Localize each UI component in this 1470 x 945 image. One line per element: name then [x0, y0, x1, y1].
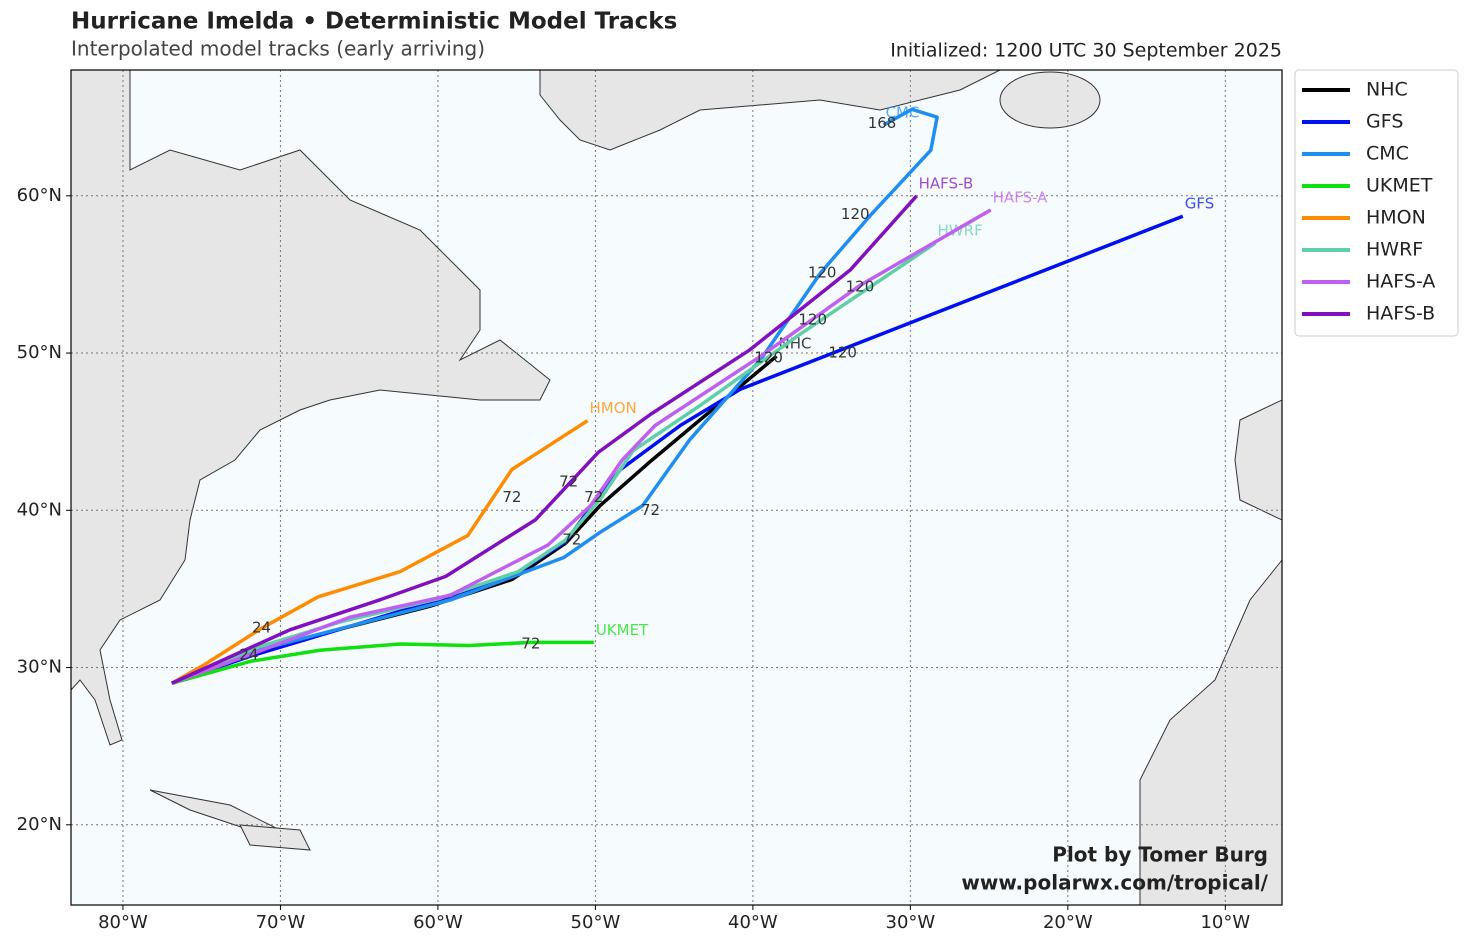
x-tick-label: 50°W — [571, 912, 621, 933]
forecast-hour: 72 — [502, 488, 521, 506]
forecast-hour: 24 — [252, 619, 271, 637]
track — [171, 107, 939, 685]
forecast-hour: 72 — [584, 488, 603, 506]
forecast-hour: 72 — [521, 634, 540, 652]
track — [171, 208, 992, 685]
x-tick-label: 60°W — [413, 912, 463, 933]
chart-title: Hurricane Imelda • Deterministic Model T… — [71, 9, 677, 35]
forecast-hour: 168 — [868, 114, 897, 132]
legend-label: NHC — [1366, 79, 1408, 101]
y-tick-label: 30°N — [17, 657, 62, 678]
credit: www.polarwx.com/tropical/ — [961, 871, 1268, 895]
track — [170, 419, 589, 685]
track-end-label: UKMET — [596, 621, 649, 639]
land — [71, 70, 1282, 905]
x-tick-label: 80°W — [98, 912, 148, 933]
track-end-label: HAFS-B — [919, 174, 974, 192]
forecast-hour: 120 — [798, 311, 827, 329]
y-tick-label: 20°N — [17, 814, 62, 835]
frame — [70, 69, 1283, 906]
legend-label: CMC — [1366, 143, 1409, 165]
x-tick-label: 40°W — [728, 912, 778, 933]
legend-label: HAFS-B — [1366, 303, 1435, 325]
forecast-hour: 120 — [828, 344, 857, 362]
forecast-hour: 24 — [239, 645, 258, 663]
init-time: Initialized: 1200 UTC 30 September 2025 — [890, 40, 1282, 62]
forecast-hour: 120 — [808, 263, 837, 281]
legend — [1294, 69, 1459, 337]
y-tick-label: 40°N — [17, 499, 62, 520]
forecast-hour: 72 — [641, 501, 660, 519]
track-end-label: GFS — [1185, 195, 1215, 213]
y-tick-label: 60°N — [17, 185, 62, 206]
x-tick-label: 20°W — [1043, 912, 1093, 933]
legend-label: HMON — [1366, 207, 1426, 229]
y-tick-label: 50°N — [17, 342, 62, 363]
legend-label: UKMET — [1366, 175, 1433, 197]
forecast-hour: 72 — [562, 531, 581, 549]
forecast-hour: 120 — [754, 348, 783, 366]
forecast-hour: 120 — [846, 278, 875, 296]
legend-label: HWRF — [1366, 239, 1423, 261]
x-tick-label: 70°W — [256, 912, 306, 933]
forecast-hour: 120 — [841, 205, 870, 223]
credit: Plot by Tomer Burg — [1052, 843, 1268, 867]
track — [171, 640, 594, 685]
track-end-label: HMON — [590, 399, 637, 417]
x-tick-label: 30°W — [886, 912, 936, 933]
track — [171, 194, 918, 685]
track-end-label: HAFS-A — [993, 188, 1049, 206]
track-end-label: CMC — [886, 104, 920, 122]
x-tick-label: 10°W — [1200, 912, 1250, 933]
chart-subtitle: Interpolated model tracks (early arrivin… — [71, 37, 485, 61]
legend-label: GFS — [1366, 111, 1403, 133]
legend-label: HAFS-A — [1366, 271, 1435, 293]
forecast-hour: 72 — [559, 472, 578, 490]
